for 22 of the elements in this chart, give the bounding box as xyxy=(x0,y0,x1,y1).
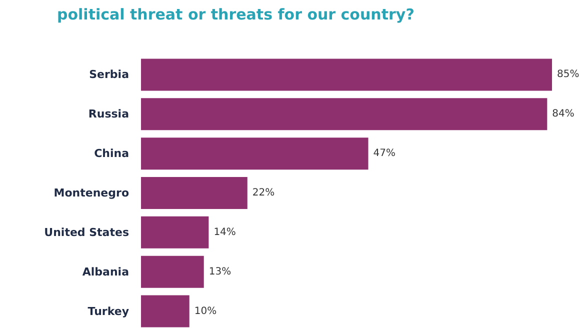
data-label: 85% xyxy=(557,69,580,80)
bar xyxy=(141,177,248,209)
data-label: 22% xyxy=(252,188,275,198)
y-tick-label: Montenegro xyxy=(54,186,130,200)
data-label: 14% xyxy=(214,226,236,238)
y-tick-label: Albania xyxy=(82,265,129,278)
y-tick-label: Russia xyxy=(88,108,129,121)
bar xyxy=(141,216,209,248)
data-label: 84% xyxy=(552,108,574,120)
bar xyxy=(141,295,190,328)
chart-title: political threat or threats for our country? xyxy=(57,6,414,24)
bar xyxy=(141,58,552,91)
data-label: 13% xyxy=(208,266,232,278)
y-tick-label: Serbia xyxy=(89,68,129,82)
data-label: 47% xyxy=(373,148,396,160)
bar xyxy=(141,138,368,170)
y-tick-label: China xyxy=(94,147,129,160)
bar xyxy=(141,256,204,288)
bar xyxy=(141,98,548,130)
y-tick-label: Turkey xyxy=(88,304,129,318)
data-label: 10% xyxy=(194,306,217,317)
y-tick-label: United States xyxy=(44,226,130,239)
